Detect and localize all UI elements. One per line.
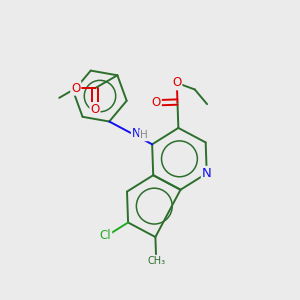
Text: O: O — [71, 82, 80, 95]
Text: N: N — [132, 128, 141, 140]
Text: O: O — [172, 76, 182, 89]
Text: O: O — [90, 103, 100, 116]
Text: N: N — [202, 167, 211, 180]
Text: H: H — [140, 130, 148, 140]
Text: O: O — [152, 96, 161, 109]
Text: Cl: Cl — [100, 229, 111, 242]
Text: CH₃: CH₃ — [147, 256, 165, 266]
